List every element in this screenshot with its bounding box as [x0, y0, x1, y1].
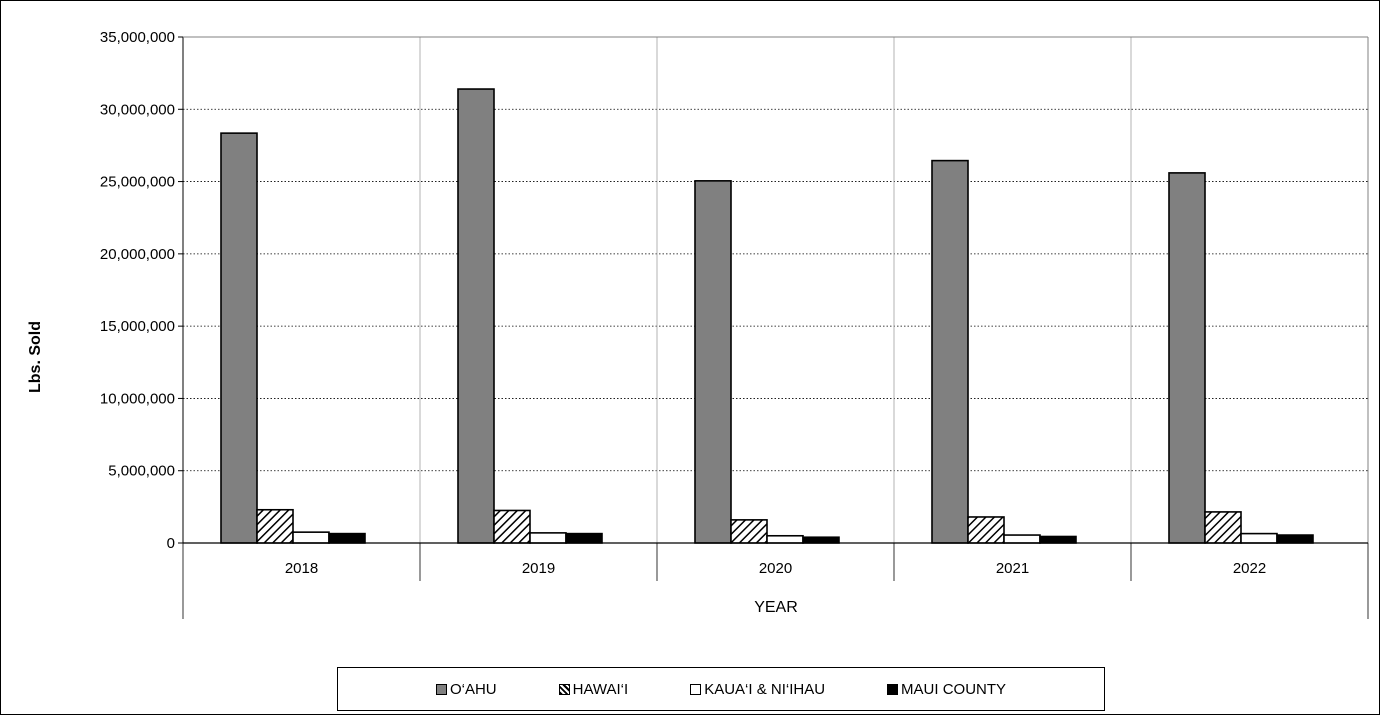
bar-2018-s0 — [220, 132, 258, 544]
bar-2019-s0 — [457, 88, 495, 544]
bar-2018-s2 — [292, 531, 330, 544]
bar-2021-s1 — [967, 516, 1005, 544]
x-tick-label: 2020 — [759, 560, 792, 577]
bar-2021-s2 — [1003, 534, 1041, 544]
y-tick-label: 15,000,000 — [100, 318, 175, 335]
y-tick-label: 20,000,000 — [100, 246, 175, 263]
bar-2018-s1 — [256, 508, 294, 544]
legend-label: O‘AHU — [449, 680, 497, 698]
bar-2021-s3 — [1039, 535, 1077, 544]
legend-item: HAWAI‘I — [558, 680, 629, 698]
bar-2021-s0 — [931, 159, 969, 544]
legend-label: KAUA‘I & NI‘IHAU — [704, 680, 826, 698]
x-tick-label: 2019 — [522, 560, 555, 577]
y-tick-label: 25,000,000 — [100, 174, 175, 191]
bar-2019-s2 — [529, 532, 567, 544]
legend-swatch — [558, 683, 570, 695]
x-tick-label: 2021 — [996, 560, 1029, 577]
bar-2020-s3 — [802, 536, 840, 544]
bar-2022-s2 — [1240, 532, 1278, 544]
legend-swatch — [887, 683, 899, 695]
legend-swatch — [690, 683, 702, 695]
legend-item: O‘AHU — [435, 680, 497, 698]
legend-swatch — [435, 683, 447, 695]
bar-2022-s3 — [1276, 534, 1314, 544]
legend: O‘AHU HAWAI‘I KAUA‘I & NI‘IHAU MAUI COUNTY — [337, 667, 1105, 711]
bar-2020-s0 — [694, 180, 732, 544]
bar-2018-s3 — [328, 532, 366, 544]
bar-2020-s2 — [766, 534, 804, 544]
y-tick-label: 10,000,000 — [100, 390, 175, 407]
bar-2022-s1 — [1204, 511, 1242, 544]
x-axis-title: YEAR — [754, 599, 798, 616]
y-tick-label: 5,000,000 — [108, 463, 175, 480]
axes: 0 5,000,000 10,000,000 15,000,000 20,000,000… — [100, 29, 1369, 619]
bar-2019-s3 — [565, 532, 603, 544]
y-axis-title: Lbs. Sold — [27, 321, 44, 393]
legend-label: HAWAI‘I — [572, 680, 629, 698]
y-tick-label: 0 — [167, 535, 175, 552]
bars — [220, 88, 1314, 544]
legend-item: KAUA‘I & NI‘IHAU — [690, 681, 825, 698]
y-tick-label: 30,000,000 — [100, 101, 175, 118]
x-tick-label: 2022 — [1233, 560, 1266, 577]
y-tick-label: 35,000,000 — [100, 29, 175, 46]
x-tick-label: 2018 — [285, 560, 318, 577]
legend-label: MAUI COUNTY — [901, 680, 1007, 698]
legend-item: MAUI COUNTY — [887, 681, 1006, 698]
bar-2022-s0 — [1168, 172, 1206, 544]
bar-2020-s1 — [730, 519, 768, 544]
bar-2019-s1 — [493, 509, 531, 544]
